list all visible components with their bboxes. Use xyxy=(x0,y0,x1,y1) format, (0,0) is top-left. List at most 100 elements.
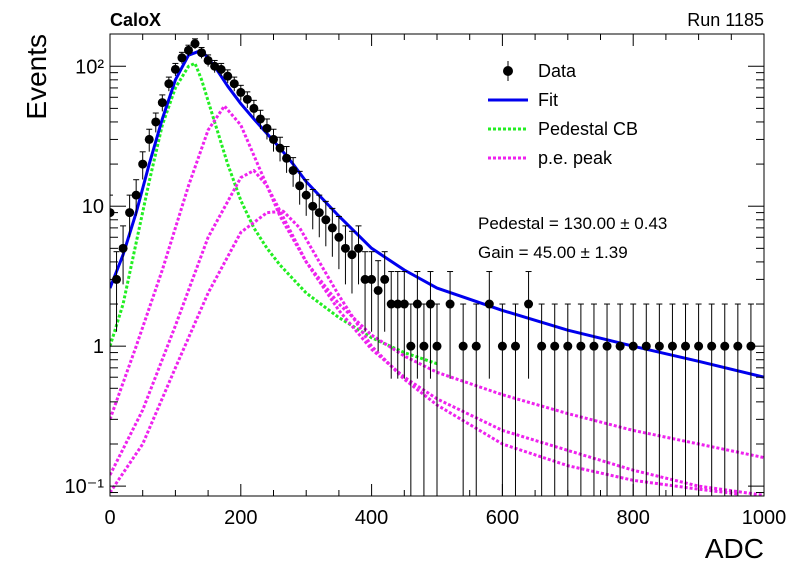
data-point xyxy=(367,274,377,284)
data-point xyxy=(327,223,337,233)
data-point xyxy=(301,190,311,200)
data-point xyxy=(393,299,403,309)
y-axis-title: Events xyxy=(21,34,52,120)
x-tick-label: 200 xyxy=(224,507,257,529)
data-point xyxy=(602,341,612,351)
legend: Data Fit Pedestal CB p.e. peak xyxy=(488,61,638,168)
data-point xyxy=(445,299,455,309)
x-tick-label: 800 xyxy=(617,507,650,529)
x-axis-title: ADC xyxy=(705,533,764,564)
data-point xyxy=(183,45,193,55)
fit-stats: Pedestal = 130.00 ± 0.43 Gain = 45.00 ± 1… xyxy=(478,214,667,262)
data-point xyxy=(334,232,344,242)
data-point xyxy=(399,299,409,309)
data-point xyxy=(484,299,494,309)
data-point xyxy=(151,117,161,127)
y-tick-label: 10⁻¹ xyxy=(65,476,105,498)
data-point xyxy=(471,341,481,351)
data-point xyxy=(203,55,213,65)
data-point xyxy=(282,153,292,163)
data-point xyxy=(170,64,180,74)
legend-label: Data xyxy=(538,61,577,81)
data-point xyxy=(269,134,278,144)
x-tick-label: 1000 xyxy=(742,507,787,529)
data-point xyxy=(667,341,677,351)
data-point xyxy=(216,64,226,74)
data-point xyxy=(223,71,233,81)
fit-stat-line: Pedestal = 130.00 ± 0.43 xyxy=(478,214,667,233)
data-point xyxy=(190,39,200,49)
data-point xyxy=(249,103,259,113)
data-point xyxy=(275,143,285,153)
axes: 0 200 400 600 800 1000 10⁻¹ 1 10 10² xyxy=(65,34,787,529)
data-point xyxy=(229,79,239,89)
series-layer xyxy=(110,38,764,496)
data-point xyxy=(589,341,599,351)
data-point xyxy=(432,341,442,351)
data-point xyxy=(681,341,691,351)
data-point xyxy=(118,243,128,253)
data-point xyxy=(550,341,560,351)
data-point xyxy=(412,299,422,309)
experiment-label: CaloX xyxy=(110,10,161,30)
series-line-p-e-peak xyxy=(110,169,764,496)
data-point xyxy=(360,274,370,284)
data-point xyxy=(386,299,396,309)
y-tick-label: 10 xyxy=(82,196,104,218)
data-point xyxy=(654,341,664,351)
series-line-p-e-peak xyxy=(110,209,738,496)
y-tick-label: 10² xyxy=(75,56,104,78)
data-point xyxy=(628,341,638,351)
data-point xyxy=(255,114,265,124)
legend-label: p.e. peak xyxy=(538,148,613,168)
legend-label: Fit xyxy=(538,90,558,110)
data-point xyxy=(197,48,207,58)
data-point xyxy=(242,94,252,104)
data-point xyxy=(177,53,187,63)
data-point xyxy=(641,341,651,351)
data-point xyxy=(510,341,520,351)
data-point xyxy=(406,341,416,351)
data-point xyxy=(295,181,305,191)
legend-label: Pedestal CB xyxy=(538,119,638,139)
data-point xyxy=(125,208,135,218)
data-point xyxy=(131,190,141,200)
data-point xyxy=(497,341,507,351)
data-point xyxy=(157,98,167,108)
data-point xyxy=(563,341,573,351)
data-point xyxy=(537,341,547,351)
fit-stat-line: Gain = 45.00 ± 1.39 xyxy=(478,243,628,262)
data-point xyxy=(720,341,730,351)
data-point xyxy=(288,165,298,175)
data-point xyxy=(262,123,272,133)
data-point xyxy=(340,243,350,253)
data-point xyxy=(321,215,331,225)
data-point xyxy=(164,79,174,89)
data-point xyxy=(458,341,468,351)
legend-marker-point xyxy=(503,66,513,76)
run-label: Run 1185 xyxy=(687,10,764,30)
data-point xyxy=(373,285,383,295)
data-point xyxy=(380,274,390,284)
data-point xyxy=(419,341,429,351)
y-tick-label: 1 xyxy=(93,336,104,358)
data-point xyxy=(615,341,625,351)
data-point xyxy=(308,201,318,211)
data-point xyxy=(236,87,246,97)
data-point xyxy=(354,243,364,253)
data-point xyxy=(524,299,534,309)
data-point xyxy=(694,341,704,351)
data-point xyxy=(733,341,743,351)
series-line-pedestal-cb xyxy=(110,61,438,366)
x-tick-label: 0 xyxy=(104,507,115,529)
x-tick-label: 600 xyxy=(486,507,519,529)
data-point xyxy=(347,250,357,260)
data-point xyxy=(576,341,586,351)
data-point xyxy=(707,341,717,351)
x-tick-label: 400 xyxy=(355,507,388,529)
data-point xyxy=(425,299,435,309)
data-point xyxy=(144,134,154,144)
data-point xyxy=(314,208,324,218)
data-point xyxy=(138,159,148,169)
